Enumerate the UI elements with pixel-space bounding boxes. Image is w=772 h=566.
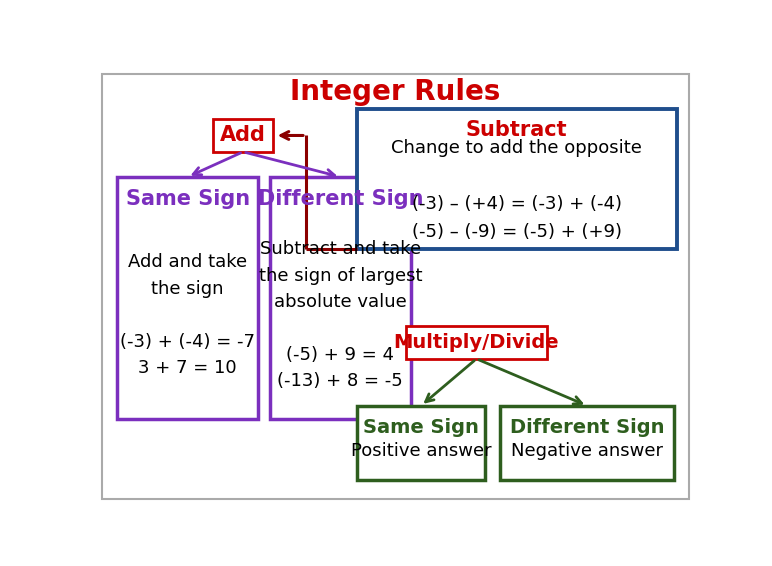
- FancyBboxPatch shape: [117, 177, 258, 419]
- Text: Integer Rules: Integer Rules: [290, 78, 501, 106]
- Text: Add and take
the sign

(-3) + (-4) = -7
3 + 7 = 10: Add and take the sign (-3) + (-4) = -7 3…: [120, 254, 256, 377]
- FancyBboxPatch shape: [406, 326, 547, 359]
- Text: Positive answer: Positive answer: [350, 443, 492, 461]
- Text: Same Sign: Same Sign: [363, 418, 479, 437]
- FancyBboxPatch shape: [270, 177, 411, 419]
- Text: Different Sign: Different Sign: [258, 188, 423, 209]
- Text: Multiply/Divide: Multiply/Divide: [394, 333, 559, 352]
- Text: Subtract: Subtract: [466, 120, 567, 140]
- FancyBboxPatch shape: [213, 119, 273, 152]
- Text: Change to add the opposite

(-3) – (+4) = (-3) + (-4)
(-5) – (-9) = (-5) + (+9): Change to add the opposite (-3) – (+4) =…: [391, 139, 642, 241]
- Text: Negative answer: Negative answer: [511, 443, 663, 461]
- Text: Different Sign: Different Sign: [510, 418, 665, 437]
- FancyBboxPatch shape: [357, 109, 677, 249]
- Text: Add: Add: [220, 126, 266, 145]
- FancyBboxPatch shape: [500, 406, 674, 480]
- Text: Subtract and take
the sign of largest
absolute value

(-5) + 9 = 4
(-13) + 8 = -: Subtract and take the sign of largest ab…: [259, 240, 422, 390]
- FancyBboxPatch shape: [357, 406, 486, 480]
- Text: Same Sign: Same Sign: [126, 188, 250, 209]
